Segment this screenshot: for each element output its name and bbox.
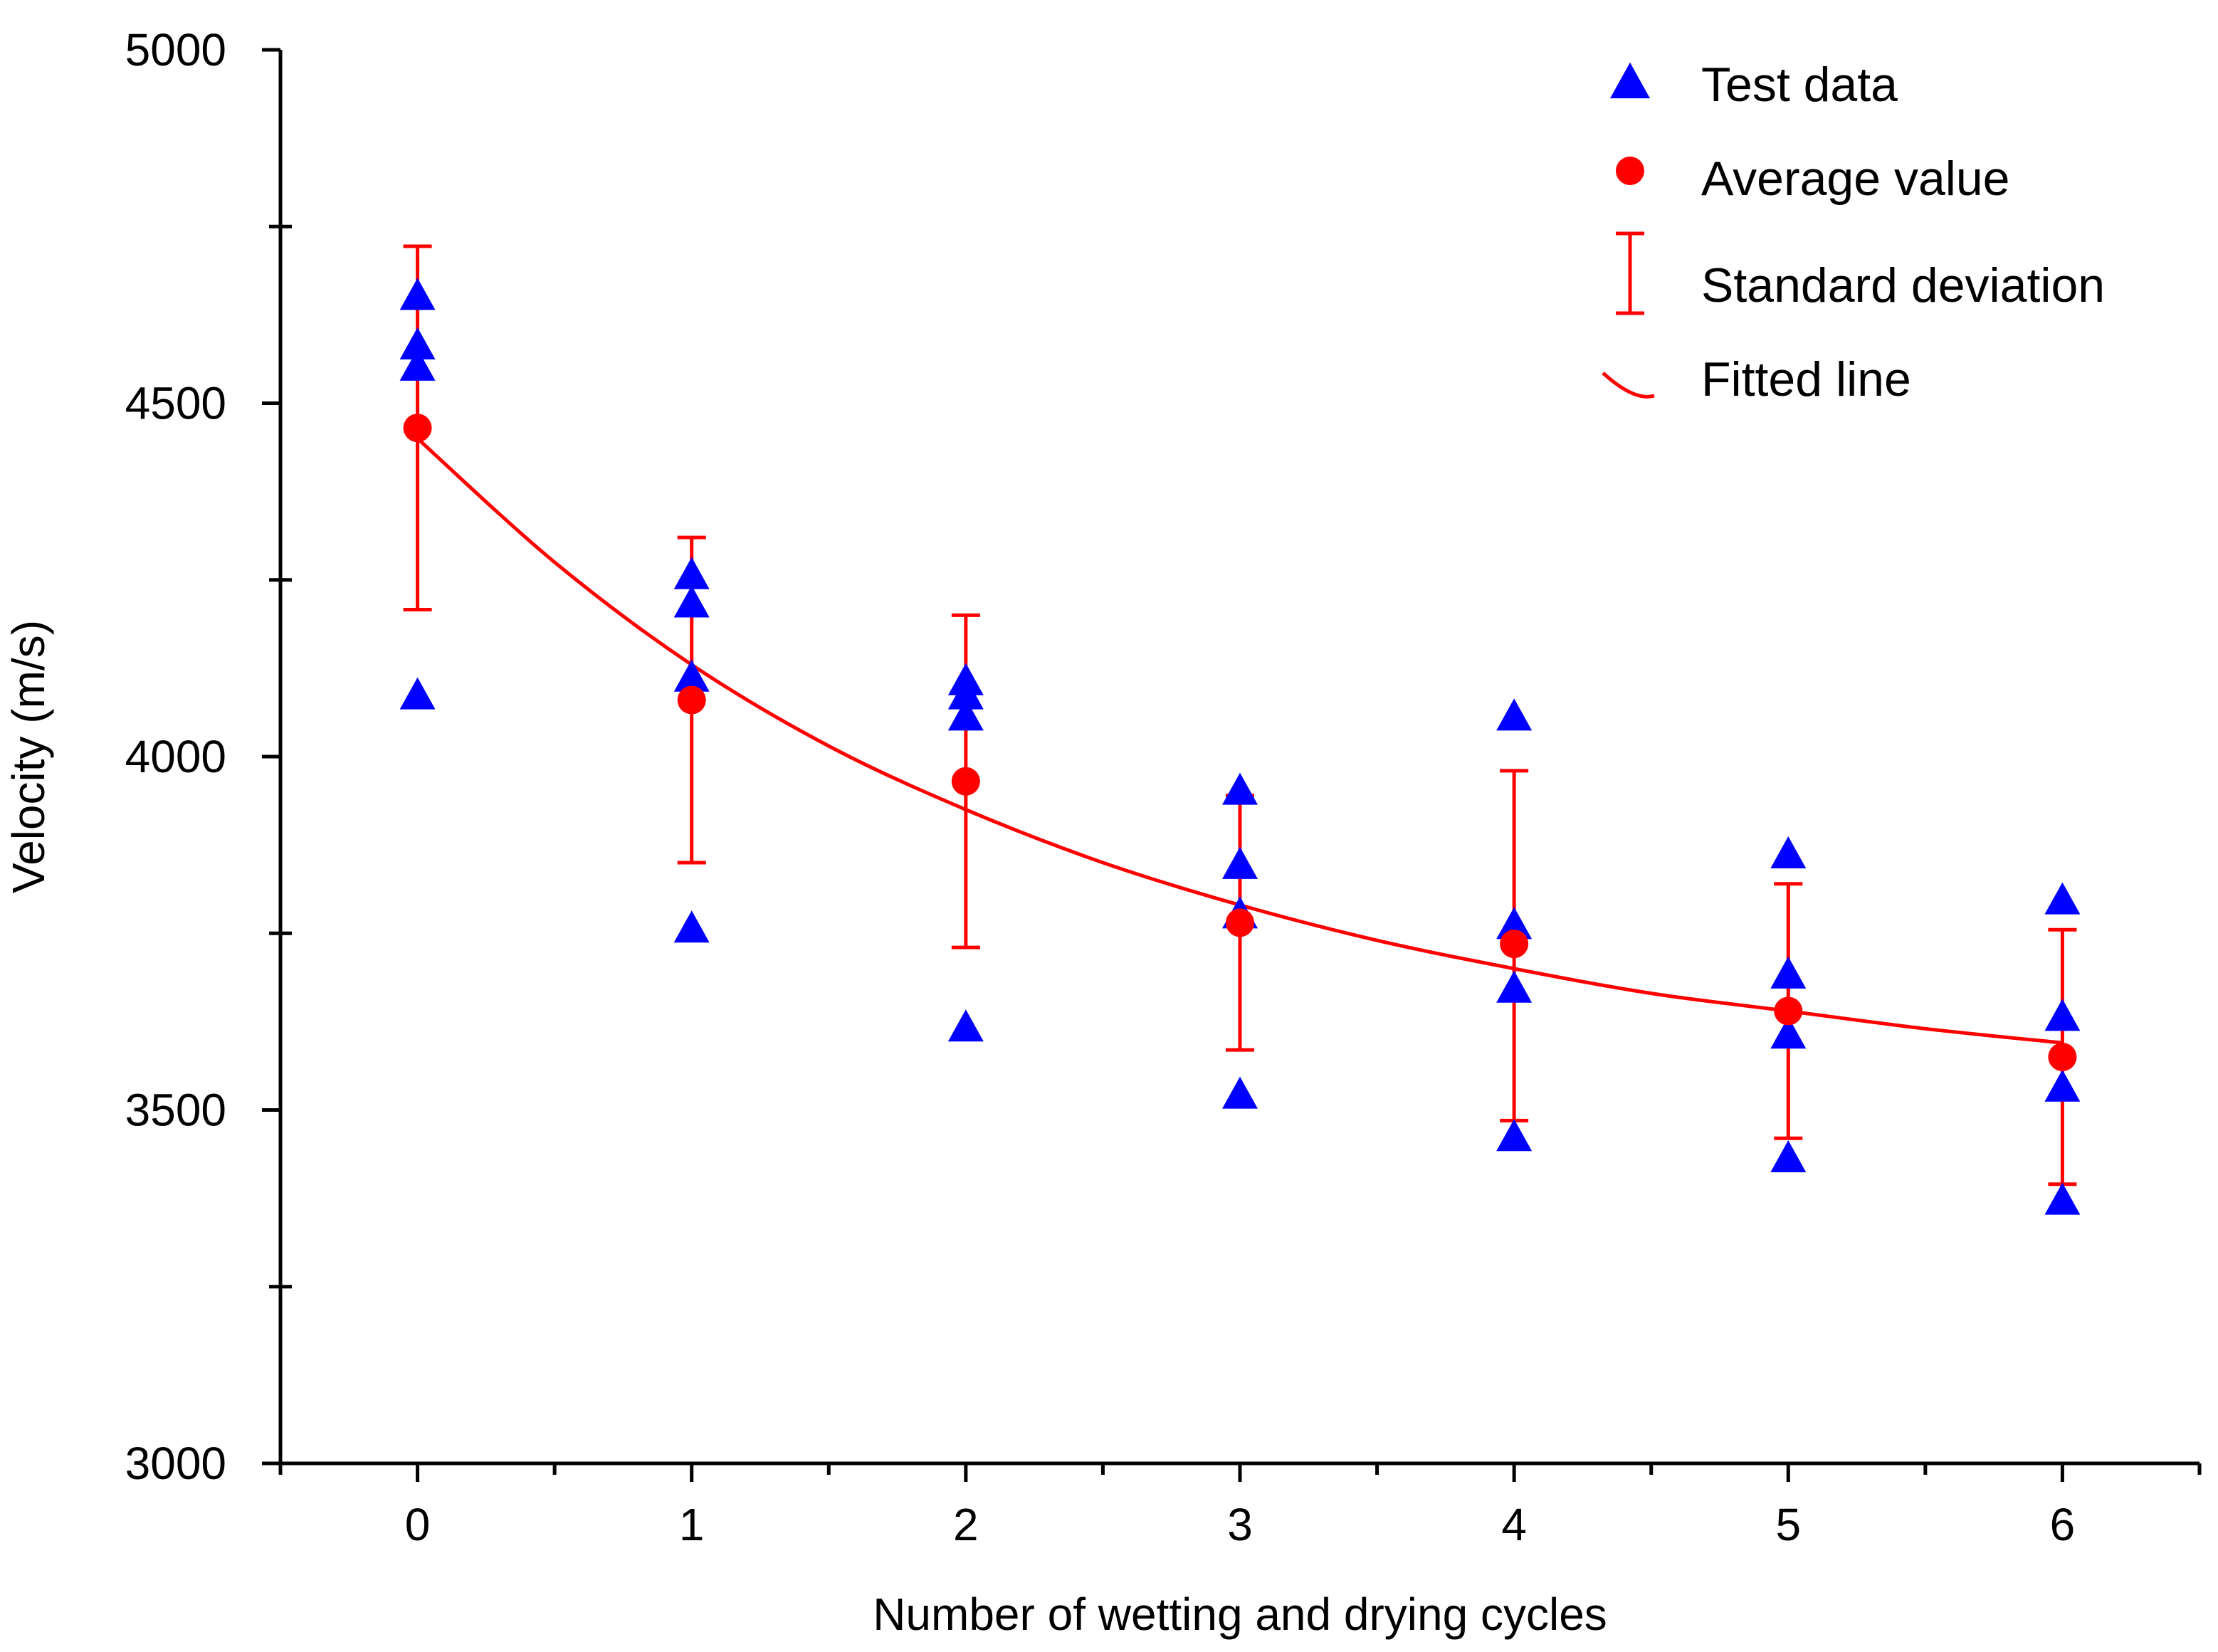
test-data-point	[947, 1009, 984, 1042]
average-point	[1774, 996, 1803, 1026]
test-data-point	[1496, 698, 1533, 731]
average-point	[2048, 1043, 2077, 1072]
legend-item: Test data	[1610, 58, 1898, 112]
average-point	[1500, 930, 1529, 959]
test-data-point	[673, 659, 710, 692]
test-data-point	[673, 910, 710, 943]
legend-circle-icon	[1616, 157, 1644, 185]
test-data-point	[399, 327, 436, 360]
test-data-point	[1222, 772, 1258, 805]
test-data-point	[399, 348, 436, 381]
y-tick-label: 3000	[125, 1438, 226, 1489]
test-data-point	[2044, 882, 2081, 915]
test-data-point	[399, 677, 436, 710]
y-tick-label: 4500	[125, 378, 226, 429]
test-data-point	[1222, 846, 1258, 879]
test-data-point	[673, 557, 710, 589]
x-tick-label: 5	[1775, 1499, 1801, 1550]
x-tick-label: 2	[953, 1499, 979, 1550]
test-data-point	[1496, 970, 1533, 1003]
test-data-point	[1770, 956, 1807, 989]
legend: Test data Average value Standard deviation…	[1602, 58, 2105, 406]
legend-label: Standard deviation	[1701, 258, 2105, 312]
test-data-point	[2044, 999, 2081, 1031]
legend-item: Fitted line	[1602, 352, 1911, 406]
test-data-point	[1496, 907, 1533, 940]
test-data-point	[2044, 1182, 2081, 1215]
axes: 3000 3500 4000 4500 5000 0 1 2 3 4 5 6	[125, 24, 2202, 1550]
y-axis-label: Velocity (m/s)	[3, 620, 54, 893]
x-tick-label: 1	[679, 1499, 705, 1550]
average-point	[1226, 908, 1254, 937]
axis-labels: Number of wetting and drying cycles Velo…	[3, 620, 1607, 1640]
average-point	[951, 767, 980, 796]
average-layer	[403, 414, 2077, 1072]
legend-item: Average value	[1616, 152, 2010, 206]
legend-line-icon	[1602, 372, 1655, 399]
legend-triangle-icon	[1610, 62, 1650, 99]
x-tick-label: 3	[1227, 1499, 1253, 1550]
legend-label: Test data	[1701, 58, 1898, 112]
y-tick-label: 4000	[125, 731, 226, 782]
legend-item: Standard deviation	[1616, 231, 2105, 315]
test-data-point	[1770, 1016, 1807, 1049]
x-tick-label: 6	[2050, 1499, 2076, 1550]
y-tick-label: 5000	[125, 24, 226, 75]
test-data-point	[1496, 1119, 1533, 1152]
test-data-point	[1770, 836, 1807, 869]
test-data-point	[399, 278, 436, 310]
legend-label: Average value	[1701, 152, 2010, 206]
test-data-point	[2044, 1069, 2081, 1102]
average-point	[403, 414, 432, 443]
test-data-point	[1222, 1076, 1258, 1109]
y-tick-label: 3500	[125, 1085, 226, 1136]
x-tick-label: 0	[405, 1499, 431, 1550]
test-data-point	[673, 585, 710, 618]
x-tick-label: 4	[1501, 1499, 1527, 1550]
test-data-point	[947, 698, 984, 731]
x-axis-label: Number of wetting and drying cycles	[873, 1589, 1607, 1640]
test-data-point	[947, 677, 984, 710]
test-data-layer	[399, 278, 2081, 1215]
test-data-point	[1770, 1140, 1807, 1173]
legend-label: Fitted line	[1701, 352, 1911, 406]
average-point	[677, 685, 706, 715]
